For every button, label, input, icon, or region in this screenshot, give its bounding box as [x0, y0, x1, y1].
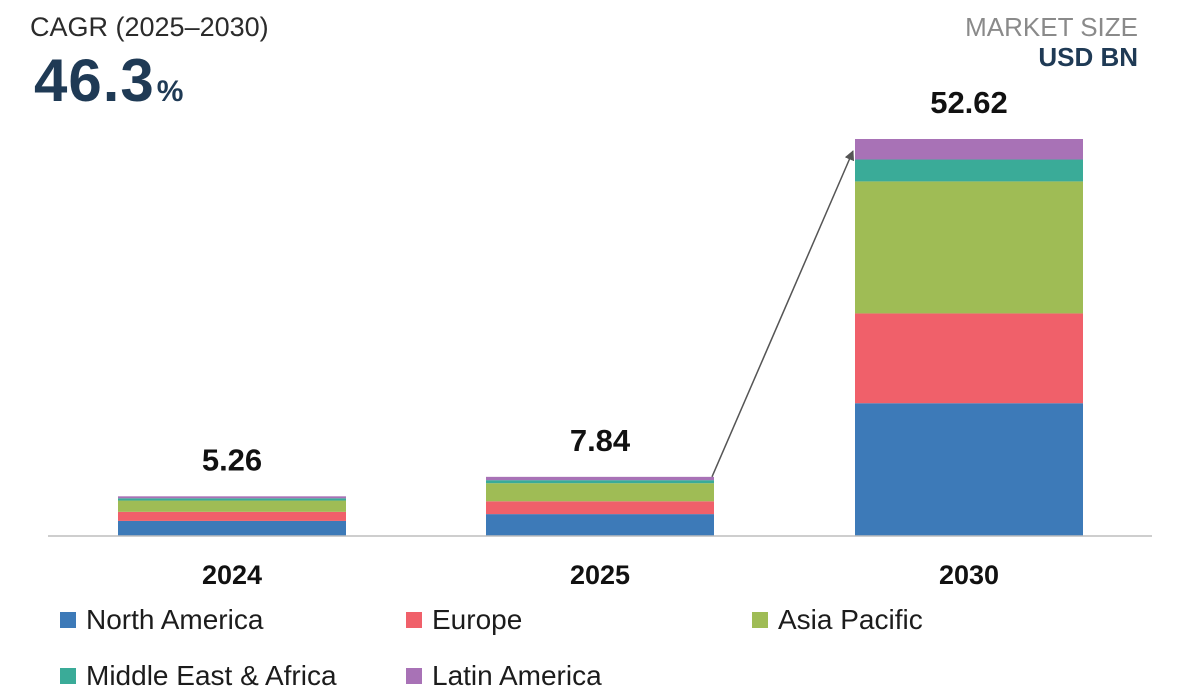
bar-segment-2024-asia-pacific	[118, 500, 346, 512]
legend-item: Latin America	[406, 660, 602, 692]
legend-label: Latin America	[432, 660, 602, 691]
legend-swatch	[60, 668, 76, 684]
growth-arrow	[711, 150, 855, 478]
market-size-label: MARKET SIZE	[965, 12, 1138, 42]
legend-swatch	[60, 612, 76, 628]
cagr-value: 46.3%	[34, 46, 184, 115]
bar-segment-2030-asia-pacific	[855, 181, 1083, 314]
bar-segment-2024-middle-east-africa	[118, 498, 346, 501]
legend-label: North America	[86, 604, 264, 635]
bar-total-label: 7.84	[570, 423, 631, 458]
bar-total-label: 5.26	[202, 442, 262, 477]
bar-segment-2030-north-america	[855, 403, 1083, 536]
market-size-unit: USD BN	[1038, 42, 1138, 72]
bar-segment-2025-north-america	[486, 514, 714, 536]
bar-segment-2025-latin-america	[486, 476, 714, 481]
bar-segment-2024-north-america	[118, 520, 346, 536]
legend-label: Middle East & Africa	[86, 660, 337, 691]
cagr-unit: %	[156, 75, 185, 108]
legend-item: Europe	[406, 604, 522, 636]
legend-swatch	[406, 612, 422, 628]
legend-item: North America	[60, 604, 263, 636]
legend-label: Europe	[432, 604, 523, 635]
bar-segment-2025-europe	[486, 501, 714, 515]
x-tick-label: 2024	[202, 560, 262, 590]
legend-swatch	[406, 668, 422, 684]
bar-segment-2025-middle-east-africa	[486, 480, 714, 484]
legend-item: Asia Pacific	[752, 604, 923, 636]
legend-item: Middle East & Africa	[60, 660, 337, 692]
legend-label: Asia Pacific	[778, 604, 923, 635]
legend-swatch	[752, 612, 768, 628]
bar-segment-2030-europe	[855, 313, 1083, 404]
cagr-label: CAGR (2025–2030)	[30, 12, 269, 42]
bar-segment-2024-europe	[118, 511, 346, 521]
x-tick-label: 2025	[570, 560, 630, 590]
bar-total-label: 52.62	[930, 85, 1008, 120]
bar-segment-2024-latin-america	[118, 496, 346, 499]
bar-segment-2025-asia-pacific	[486, 483, 714, 502]
x-tick-label: 2030	[939, 560, 999, 590]
bar-segment-2030-latin-america	[855, 139, 1083, 160]
bar-segment-2030-middle-east-africa	[855, 159, 1083, 182]
stacked-bar-chart: 5.26 2024 7.84 2025 52.62 2030	[48, 85, 1152, 590]
cagr-number: 46.3	[34, 47, 155, 114]
